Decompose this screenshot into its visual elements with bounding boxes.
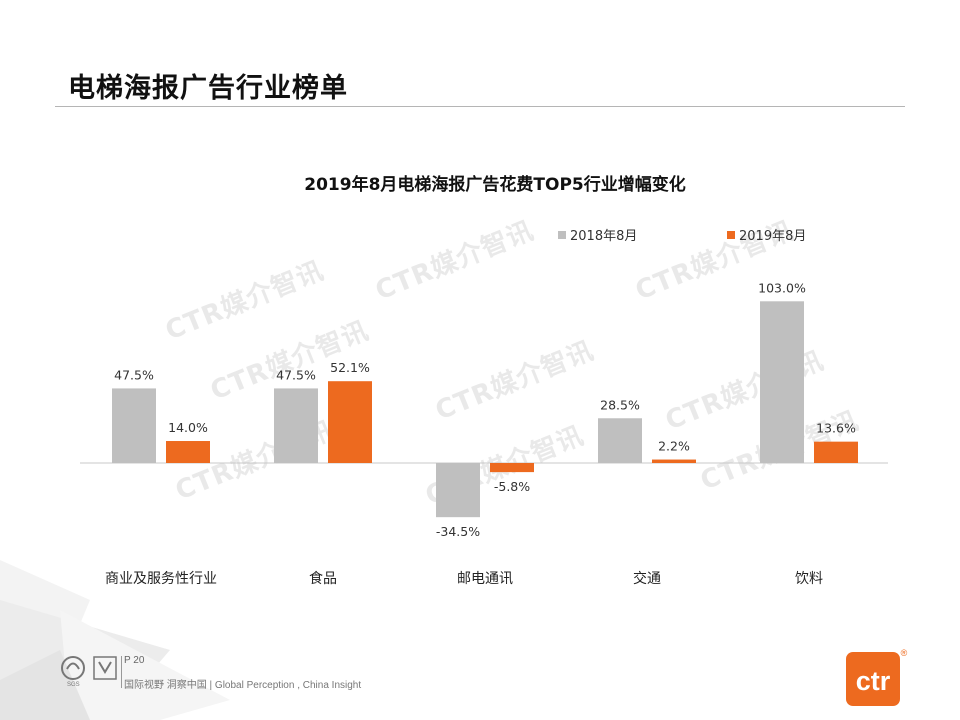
data-label: 13.6% — [816, 421, 856, 436]
bar — [166, 441, 210, 463]
data-label: 47.5% — [276, 367, 316, 382]
bar — [760, 301, 804, 463]
category-label: 交通 — [633, 570, 661, 587]
bar — [598, 418, 642, 463]
title-divider — [55, 106, 905, 107]
cert-text: SGS — [67, 682, 80, 688]
data-label: 2.2% — [658, 439, 690, 454]
footer-divider — [121, 656, 122, 688]
bar — [814, 441, 858, 463]
bar — [328, 381, 372, 463]
legend-label: 2018年8月 — [570, 229, 637, 244]
legend-label: 2019年8月 — [739, 229, 806, 244]
watermark-text: CTR媒介智讯 — [431, 336, 598, 427]
category-label: 食品 — [309, 570, 337, 587]
watermark-text: CTR媒介智讯 — [161, 256, 328, 347]
ctr-logo-text: ctr — [856, 666, 891, 696]
bar — [652, 459, 696, 463]
data-label: 28.5% — [600, 397, 640, 412]
category-label: 商业及服务性行业 — [105, 571, 217, 587]
data-label: 47.5% — [114, 367, 154, 382]
value-labels: 47.5% 14.0% 47.5% 52.1% -34.5% -5.8% 28.5% 2.2%… — [114, 280, 856, 539]
watermark-text: CTR媒介智讯 — [371, 216, 538, 307]
registered-mark: ® — [901, 648, 908, 658]
bar — [490, 463, 534, 473]
chart-title: 2019年8月电梯海报广告花费TOP5行业增幅变化 — [304, 174, 685, 195]
data-label: 52.1% — [330, 360, 370, 375]
legend-swatch — [558, 231, 566, 239]
ctr-logo: ctr ® — [846, 648, 908, 706]
data-label: -34.5% — [436, 524, 480, 539]
data-label: -5.8% — [494, 479, 530, 494]
legend-swatch — [727, 231, 735, 239]
footer-slogan: 国际视野 洞察中国 | Global Perception , China In… — [124, 680, 362, 691]
page-title: 电梯海报广告行业榜单 — [68, 73, 348, 104]
chart-legend: 2018年8月 2019年8月 — [558, 229, 806, 244]
page-number: P 20 — [124, 655, 145, 666]
bar — [274, 388, 318, 463]
data-label: 103.0% — [758, 280, 806, 295]
certification-icon: SGS — [61, 656, 117, 688]
data-label: 14.0% — [168, 420, 208, 435]
bar — [112, 388, 156, 463]
category-label: 饮料 — [795, 571, 823, 587]
category-labels: 商业及服务性行业 食品 邮电通讯 交通 饮料 — [105, 570, 823, 587]
bar-series — [112, 301, 858, 518]
bar — [436, 463, 480, 518]
category-label: 邮电通讯 — [457, 571, 513, 587]
